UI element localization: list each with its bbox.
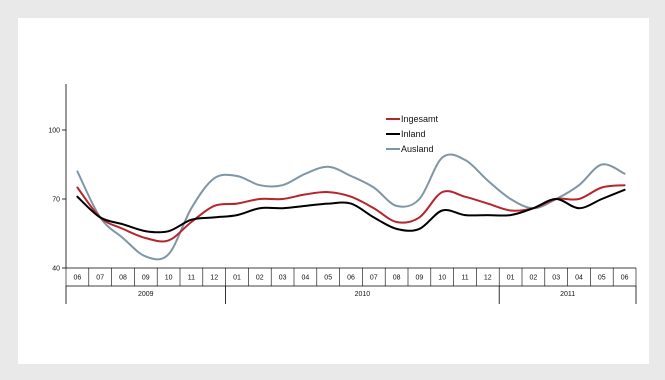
axes: 40 70 100 06 07 08 09 10 11 12 01 02 03 04 05 06 07 08 09 1… xyxy=(48,84,637,304)
legend: Ingesamt Inland Ausland xyxy=(386,114,439,154)
x-tick-label: 08 xyxy=(119,275,127,282)
x-tick-label: 05 xyxy=(598,275,606,282)
x-tick-label: 05 xyxy=(324,275,332,282)
x-tick-label: 03 xyxy=(552,275,560,282)
year-label: 2011 xyxy=(560,291,575,298)
x-tick-label: 12 xyxy=(210,275,218,282)
x-tick-label: 11 xyxy=(188,275,195,282)
x-tick-label: 08 xyxy=(393,275,401,282)
x-tick-label: 03 xyxy=(279,275,287,282)
x-tick-label: 07 xyxy=(370,275,378,282)
legend-label-inland: Inland xyxy=(401,129,426,139)
x-tick-label: 04 xyxy=(575,275,583,282)
chart-panel: 40 70 100 06 07 08 09 10 11 12 01 02 03 04 05 06 07 08 09 1… xyxy=(18,18,649,364)
x-tick-label: 06 xyxy=(621,275,629,282)
year-label: 2009 xyxy=(138,291,154,298)
series-lines xyxy=(76,153,626,261)
x-tick-label: 10 xyxy=(165,275,173,282)
y-tick-label: 40 xyxy=(52,266,60,273)
x-tick-label: 04 xyxy=(302,275,310,282)
x-tick-label: 10 xyxy=(438,275,446,282)
line-chart: 40 70 100 06 07 08 09 10 11 12 01 02 03 04 05 06 07 08 09 1… xyxy=(48,84,637,304)
series-line-ausland xyxy=(76,153,626,261)
x-tick-label: 09 xyxy=(416,275,424,282)
x-tick-label: 02 xyxy=(256,275,264,282)
x-tick-label: 01 xyxy=(507,275,515,282)
legend-label-ingesamt: Ingesamt xyxy=(401,114,439,124)
x-tick-label: 11 xyxy=(461,275,468,282)
x-tick-label: 02 xyxy=(530,275,538,282)
series-line-inland xyxy=(76,188,626,234)
y-tick-label: 100 xyxy=(48,128,60,135)
x-tick-label: 06 xyxy=(347,275,355,282)
x-tick-label: 12 xyxy=(484,275,492,282)
x-tick-label: 09 xyxy=(142,275,150,282)
y-tick-label: 70 xyxy=(52,197,60,204)
legend-label-ausland: Ausland xyxy=(401,144,434,154)
year-label: 2010 xyxy=(355,291,371,298)
x-tick-label: 07 xyxy=(96,275,104,282)
x-tick-label: 01 xyxy=(233,275,241,282)
x-tick-label: 06 xyxy=(74,275,82,282)
